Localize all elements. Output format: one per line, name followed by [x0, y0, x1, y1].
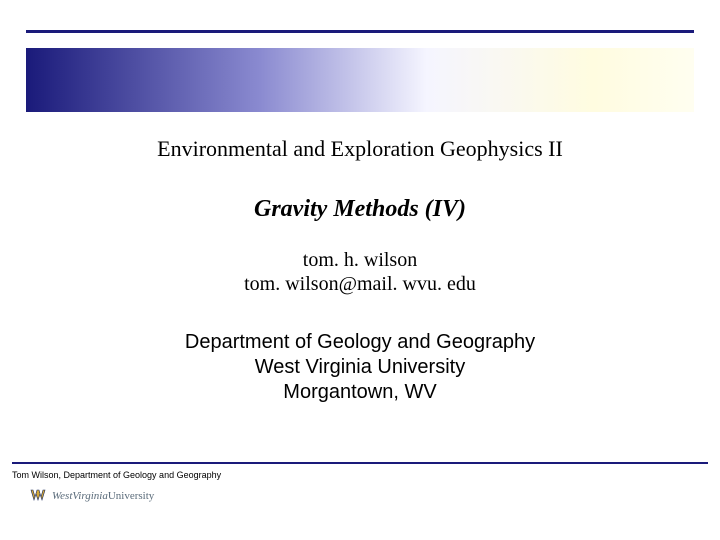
logo-text: WestVirginiaUniversity — [52, 490, 154, 502]
decorative-gradient-band — [26, 48, 694, 112]
author-block: tom. h. wilson tom. wilson@mail. wvu. ed… — [0, 248, 720, 296]
university-line: West Virginia University — [0, 355, 720, 380]
location-line: Morgantown, WV — [0, 380, 720, 405]
author-email: tom. wilson@mail. wvu. edu — [0, 272, 720, 296]
course-title: Environmental and Exploration Geophysics… — [0, 136, 720, 162]
wvu-logo: WestVirginiaUniversity — [30, 488, 154, 504]
slide-subtitle: Gravity Methods (IV) — [0, 196, 720, 223]
wvu-logo-icon — [30, 488, 48, 504]
footer-text: Tom Wilson, Department of Geology and Ge… — [12, 470, 221, 480]
department-block: Department of Geology and Geography West… — [0, 330, 720, 405]
top-rule — [26, 30, 694, 33]
bottom-rule — [12, 462, 708, 464]
logo-suffix: University — [108, 490, 154, 502]
slide: Environmental and Exploration Geophysics… — [0, 0, 720, 540]
logo-prefix: West — [52, 490, 72, 502]
department-line: Department of Geology and Geography — [0, 330, 720, 355]
author-name: tom. h. wilson — [0, 248, 720, 272]
logo-middle: Virginia — [72, 490, 107, 502]
